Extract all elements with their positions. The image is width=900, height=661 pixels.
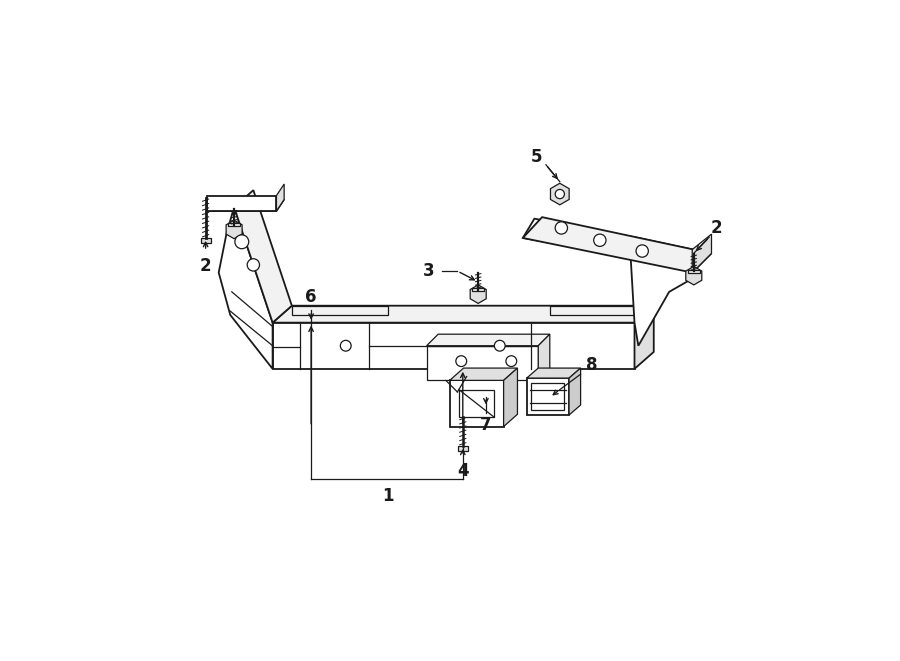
Polygon shape <box>538 334 550 380</box>
Polygon shape <box>526 368 580 378</box>
Circle shape <box>555 222 568 234</box>
Polygon shape <box>472 288 484 291</box>
Circle shape <box>235 235 248 249</box>
Circle shape <box>494 340 505 351</box>
Polygon shape <box>459 389 494 417</box>
Polygon shape <box>207 196 276 211</box>
Polygon shape <box>526 378 569 415</box>
Text: 3: 3 <box>423 262 435 280</box>
Polygon shape <box>234 190 292 323</box>
Polygon shape <box>504 368 518 426</box>
Polygon shape <box>692 234 712 272</box>
Polygon shape <box>569 368 580 415</box>
Polygon shape <box>550 305 653 315</box>
Circle shape <box>636 245 648 257</box>
Polygon shape <box>427 346 538 380</box>
Text: 6: 6 <box>305 288 317 306</box>
Text: 7: 7 <box>480 416 491 434</box>
Circle shape <box>555 190 564 199</box>
Circle shape <box>248 258 259 271</box>
Polygon shape <box>551 183 569 205</box>
Polygon shape <box>427 334 550 346</box>
Polygon shape <box>523 217 712 272</box>
Polygon shape <box>226 220 242 239</box>
Polygon shape <box>523 219 696 346</box>
Polygon shape <box>207 200 284 211</box>
Polygon shape <box>228 223 240 226</box>
Polygon shape <box>201 238 211 243</box>
Text: 2: 2 <box>200 257 212 276</box>
Polygon shape <box>634 305 653 369</box>
Polygon shape <box>273 323 634 369</box>
Polygon shape <box>688 270 700 272</box>
Polygon shape <box>470 285 486 303</box>
Circle shape <box>506 356 517 367</box>
Circle shape <box>340 340 351 351</box>
Text: 8: 8 <box>587 356 598 374</box>
Polygon shape <box>292 305 388 315</box>
Polygon shape <box>276 184 284 211</box>
Polygon shape <box>686 266 702 285</box>
Polygon shape <box>458 446 468 451</box>
Text: 4: 4 <box>457 462 469 481</box>
Text: 5: 5 <box>531 148 543 166</box>
Text: 1: 1 <box>382 487 394 505</box>
Circle shape <box>594 234 606 247</box>
Polygon shape <box>273 305 653 323</box>
Circle shape <box>456 356 466 367</box>
Polygon shape <box>219 207 273 369</box>
Polygon shape <box>450 380 504 426</box>
Polygon shape <box>450 368 518 380</box>
Text: 2: 2 <box>711 219 723 237</box>
